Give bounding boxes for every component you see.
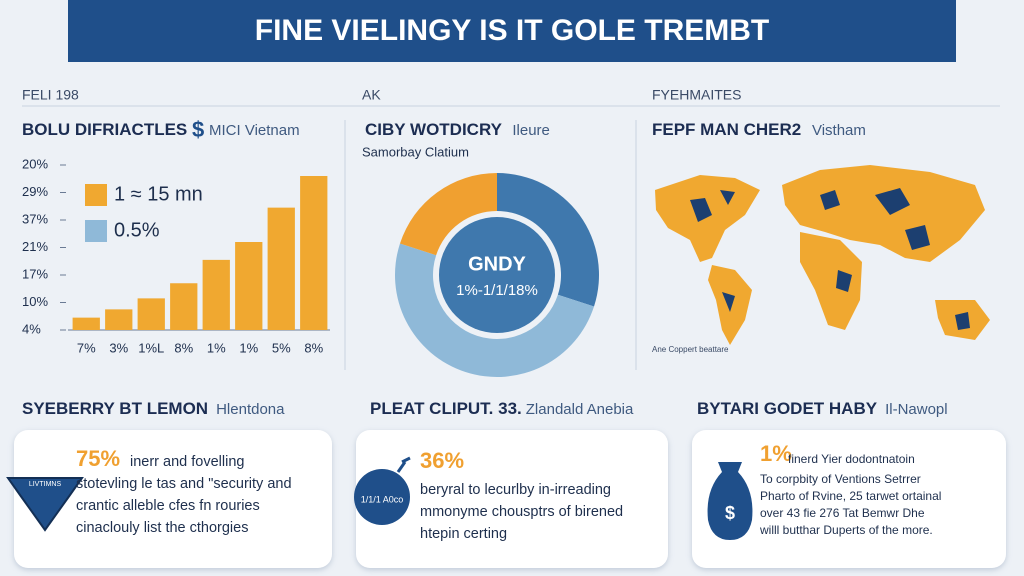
panel-title: BOLU DIFRIACTLES $ MICI Vietnam (22, 117, 300, 142)
card-figure: 1% (760, 441, 792, 466)
card-line: beryral to lecurlby in-irreading (420, 482, 611, 498)
map-caption: Ane Coppert beattare (652, 345, 729, 354)
panel-title: CIBY WOTDICRY Ileure (365, 120, 550, 139)
card-title: PLEAT CLIPUT. 33. Zlandald Anebia (370, 399, 634, 418)
donut-segment (497, 173, 600, 307)
legend-label: 1 ≈ 15 mn (114, 183, 203, 205)
donut-center (439, 217, 555, 333)
continent (655, 175, 760, 262)
icon-label: $ (725, 503, 735, 523)
y-tick-label: 10% (22, 294, 48, 309)
card-line: htepin certing (420, 526, 507, 542)
section-label: AK (362, 87, 381, 103)
header-title: FINE VIELINGY IS IT GOLE TREMBT (255, 14, 769, 47)
y-tick-label: 37% (22, 211, 48, 226)
fuse (396, 456, 411, 473)
title: FEPF MAN CHER2 (652, 120, 801, 139)
donut-segment (399, 173, 497, 256)
x-tick-label: 1% (239, 340, 258, 355)
x-tick-label: 3% (109, 340, 128, 355)
legend-label: 0.5% (114, 219, 160, 241)
icon-label: 1/1/1 A0co (361, 494, 404, 504)
x-tick-label: 1%L (138, 340, 164, 355)
section-label: FELI 198 (22, 87, 79, 103)
title: SYEBERRY BT LEMON (22, 399, 208, 418)
card: SYEBERRY BT LEMON Hlentdona LIVTIMNS 75% … (6, 399, 332, 568)
card-line: willl butthar Duperts of the more. (759, 523, 933, 537)
bar (235, 242, 263, 330)
bar (137, 298, 165, 330)
panel-title: FEPF MAN CHER2 Vistham (652, 120, 866, 139)
bar (72, 317, 100, 330)
bar (267, 207, 295, 330)
bar (105, 309, 133, 330)
legend-swatch (85, 220, 107, 242)
title-note: Il-Nawopl (885, 401, 948, 418)
x-tick-label: 8% (174, 340, 193, 355)
icon-label: LIVTIMNS (29, 481, 62, 488)
section-label: FYEHMAITES (652, 87, 741, 103)
card-box (14, 430, 332, 568)
card-line: finerd Yier dodontnatoin (788, 452, 915, 466)
bar (170, 283, 198, 330)
card-line: over 43 fie 276 Tat Bemwr Dhe (760, 506, 925, 520)
card: PLEAT CLIPUT. 33. Zlandald Anebia 1/1/1 A… (354, 399, 668, 568)
y-tick-label: 29% (22, 184, 48, 199)
subtitle: MICI Vietnam (209, 122, 300, 139)
x-tick-label: 1% (207, 340, 226, 355)
subtitle: Samorbay Clatium (362, 144, 469, 159)
card-line: Pharto of Rvine, 25 tarwet ortainal (760, 489, 941, 503)
x-tick-label: 8% (304, 340, 323, 355)
card-line: To corpbity of Ventions Setrrer (760, 472, 921, 486)
card-box (692, 430, 1006, 568)
donut-segment (394, 243, 595, 378)
continent (782, 165, 985, 262)
subtitle: Vistham (812, 122, 866, 139)
y-tick-label: 20% (22, 156, 48, 171)
header-bar (68, 0, 956, 62)
money-bag-icon (707, 462, 753, 540)
center-sublabel: 1%-1/1/18% (456, 282, 538, 299)
card-line: stotevling le tas and "security and (76, 476, 292, 492)
title-note: Zlandald Anebia (526, 401, 634, 418)
center-label: GNDY (468, 253, 526, 275)
continent (800, 232, 862, 330)
x-tick-label: 7% (77, 340, 96, 355)
card-figure: 75% (76, 446, 120, 471)
y-tick-label: 21% (22, 239, 48, 254)
card-figure: 36% (420, 448, 464, 473)
title: BYTARI GODET HABY (697, 399, 878, 418)
title-note: Ileure (512, 122, 550, 139)
bar (300, 176, 328, 330)
y-tick-label: 4% (22, 321, 41, 336)
x-tick-label: 5% (272, 340, 291, 355)
card-line: crantic alleble cfes fn rouries (76, 498, 260, 514)
card-line: mmonyme chousptrs of birened (420, 504, 623, 520)
world-map: Ane Coppert beattare (652, 165, 990, 354)
title: CIBY WOTDICRY (365, 120, 503, 139)
card-title: SYEBERRY BT LEMON Hlentdona (22, 399, 285, 418)
card-title: BYTARI GODET HABY Il-Nawopl (697, 399, 948, 418)
card-box (356, 430, 668, 568)
legend-swatch (85, 184, 107, 206)
card-line: inerr and fovelling (130, 454, 244, 470)
y-tick-label: 17% (22, 266, 48, 281)
title: PLEAT CLIPUT. 33. (370, 399, 522, 418)
title-note: Hlentdona (216, 401, 285, 418)
card: BYTARI GODET HABY Il-Nawopl $ 1% finerd Y… (692, 399, 1006, 568)
card-line: cinaclouly list the cthorgies (76, 520, 248, 536)
title-symbol: $ (192, 117, 204, 142)
diamond-icon (6, 477, 84, 532)
bar (202, 259, 230, 330)
bomb-icon (354, 469, 410, 525)
title: BOLU DIFRIACTLES (22, 120, 187, 139)
